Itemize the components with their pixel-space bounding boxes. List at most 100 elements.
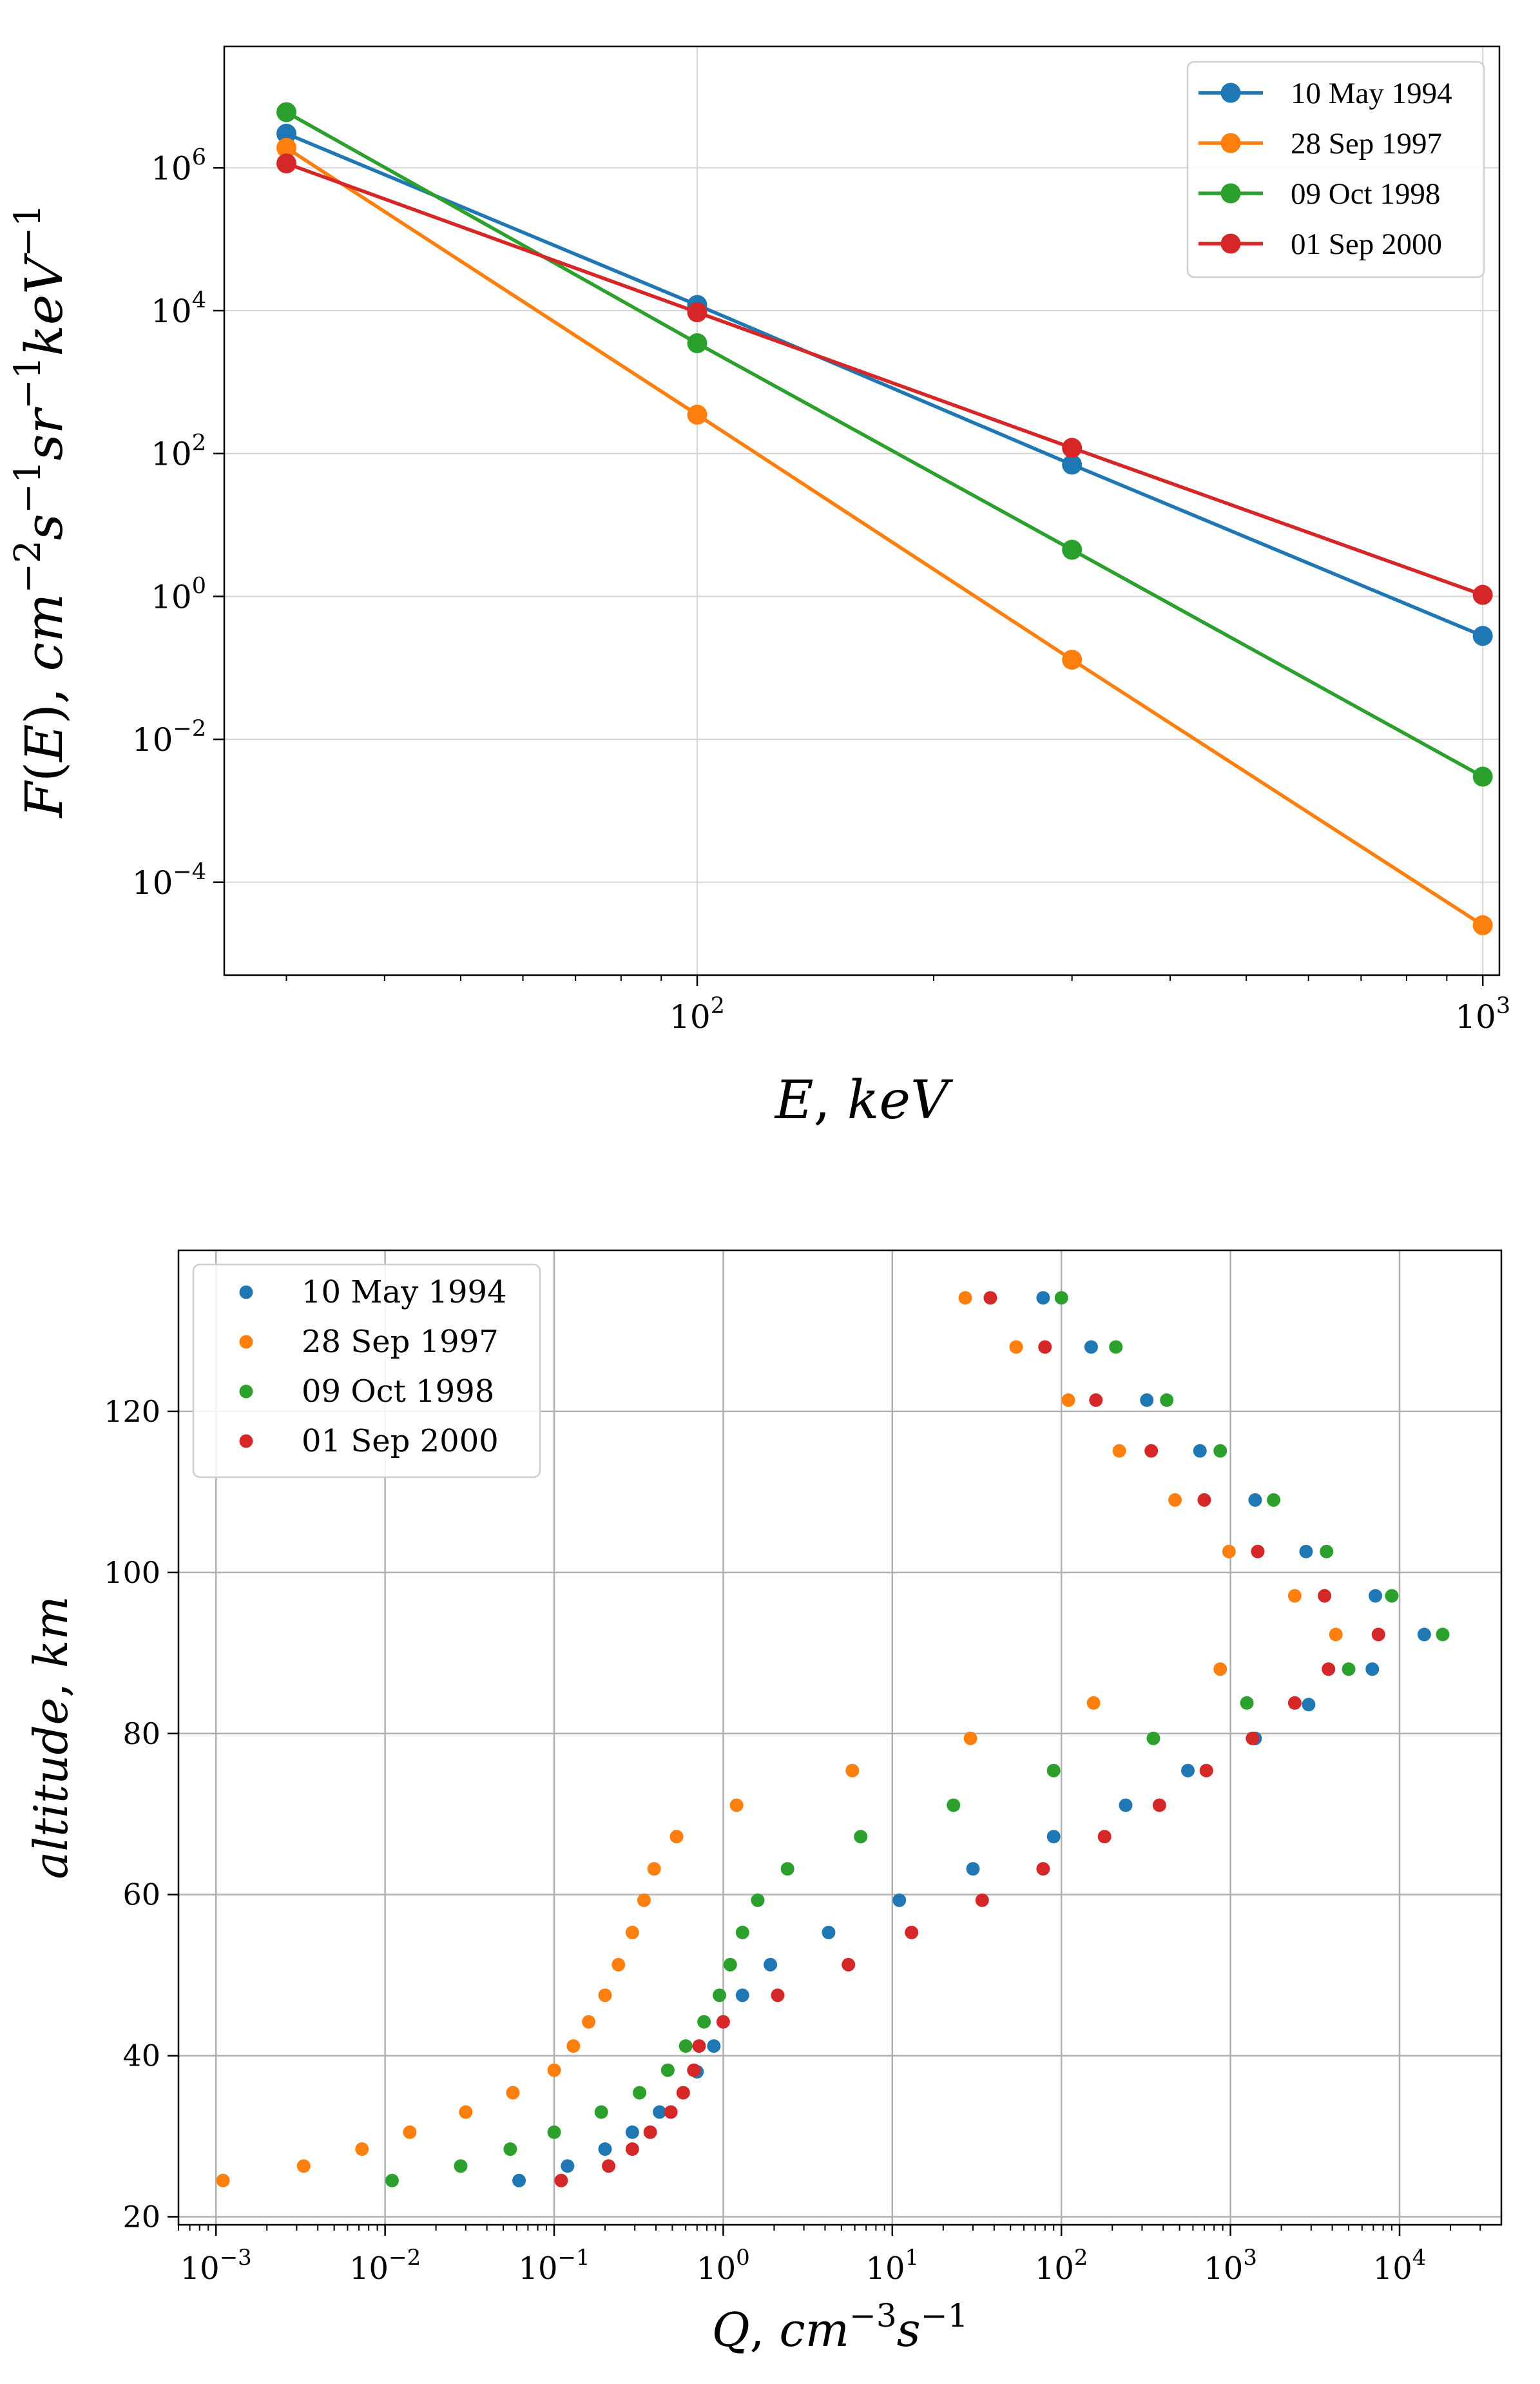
tick-base: 10 (151, 293, 192, 330)
data-point (1299, 1544, 1313, 1558)
data-point (716, 2015, 730, 2029)
data-point (602, 2159, 616, 2173)
y-tick-label: 20 (122, 2200, 160, 2234)
data-point (1046, 1763, 1061, 1778)
legend-marker (239, 1285, 253, 1299)
tick-base: 10 (865, 2251, 905, 2287)
data-point (1329, 1627, 1343, 1642)
data-point (1302, 1698, 1316, 1712)
tick-base: 10 (151, 578, 192, 615)
tick-exponent: −2 (173, 716, 206, 742)
x-axis-title: E, keV (774, 1070, 954, 1131)
data-point (1287, 1589, 1302, 1603)
data-point (1193, 1444, 1207, 1458)
data-point (512, 2173, 526, 2187)
tick-base: 10 (1035, 2251, 1074, 2287)
data-point (296, 2159, 311, 2173)
data-point (625, 1925, 639, 1939)
data-point (1140, 1393, 1154, 1407)
legend: 10 May 1994 28 Sep 1997 09 Oct 1998 01 Sep … (192, 1263, 541, 1478)
x-tick-label: 104 (1373, 2245, 1427, 2287)
data-point (1119, 1798, 1133, 1812)
tick-exponent: −4 (173, 859, 206, 885)
tick-base: 10 (1204, 2251, 1243, 2287)
ionization-rate-chart: 10−3 10−2 10−1 100 101 102 103 1042040608010012… (24, 1249, 1503, 2357)
tick-base: 10 (518, 2251, 557, 2287)
title-part: cm (14, 594, 74, 672)
data-point (687, 333, 707, 354)
data-point (1062, 539, 1083, 560)
legend-label: 01 Sep 2000 (1291, 228, 1442, 261)
title-part: , (814, 1070, 847, 1131)
title-part: −1 (7, 204, 49, 257)
data-point (1084, 1340, 1098, 1354)
data-point (561, 2159, 575, 2173)
data-point (459, 2105, 473, 2119)
title-part: , (750, 2303, 780, 2357)
data-point (1144, 1444, 1159, 1458)
data-point (1246, 1731, 1260, 1745)
title-part: keV (14, 253, 74, 356)
legend: 10 May 1994 28 Sep 1997 09 Oct 1998 01 Sep … (1186, 61, 1485, 278)
legend-label: 28 Sep 1997 (302, 1324, 499, 1360)
data-point (947, 1798, 961, 1812)
legend-marker (1220, 183, 1241, 204)
data-point (503, 2142, 517, 2156)
data-point (276, 153, 297, 174)
data-point (780, 1862, 794, 1876)
legend-label: 10 May 1994 (302, 1274, 507, 1310)
legend-marker (239, 1384, 253, 1399)
data-point (1267, 1493, 1281, 1507)
data-point (1251, 1544, 1265, 1558)
y-tick-label: 106 (151, 144, 206, 187)
data-point (276, 137, 297, 158)
tick-exponent: 2 (711, 993, 725, 1019)
title-part: E (774, 1070, 814, 1131)
tick-exponent: 3 (1243, 2245, 1257, 2271)
data-point (1472, 915, 1493, 936)
data-point (707, 2039, 721, 2053)
tick-base: 10 (151, 150, 192, 187)
legend-label: 28 Sep 1997 (1291, 127, 1442, 160)
data-point (1181, 1763, 1195, 1778)
x-tick-label: 103 (1455, 993, 1510, 1036)
data-point (679, 2039, 693, 2053)
x-tick-label: 102 (1035, 2245, 1088, 2287)
plot-frame (223, 45, 1501, 976)
data-point (771, 1988, 785, 2002)
data-point (276, 123, 297, 144)
data-point (653, 2105, 667, 2119)
title-part: altitude (24, 1698, 78, 1879)
legend-label: 10 May 1994 (1291, 77, 1452, 110)
y-tick-label: 102 (151, 431, 206, 473)
y-axis-title: F(E), cm−2s−1sr−1keV−1 (7, 204, 74, 819)
title-part: s (897, 2303, 921, 2357)
legend-box (192, 1263, 541, 1478)
title-part: F (14, 780, 74, 819)
y-tick-label: 104 (151, 287, 206, 330)
tick-base: 10 (1373, 2251, 1412, 2287)
data-point (1320, 1544, 1334, 1558)
data-point (735, 1988, 749, 2002)
series-group (276, 102, 1493, 936)
title-part: s (14, 514, 74, 540)
x-axis-title: Q, cm−3s−1 (712, 2297, 968, 2357)
data-point (723, 1957, 737, 1972)
data-point (1146, 1731, 1160, 1745)
data-point (735, 1925, 749, 1939)
tick-exponent: 2 (1074, 2245, 1088, 2271)
legend-label: 09 Oct 1998 (1291, 177, 1440, 211)
x-tick-label: 102 (669, 993, 725, 1036)
data-point (582, 2015, 596, 2029)
data-point (1062, 454, 1083, 475)
data-point (692, 2039, 706, 2053)
title-part: , (24, 1668, 78, 1698)
axes: 10−3 10−2 10−1 100 101 102 103 1042040608010012… (104, 1394, 1481, 2287)
legend-marker (1220, 133, 1241, 153)
data-point (1472, 585, 1493, 605)
legend-marker (1220, 233, 1241, 254)
data-point (676, 2086, 690, 2100)
data-point (598, 2142, 612, 2156)
